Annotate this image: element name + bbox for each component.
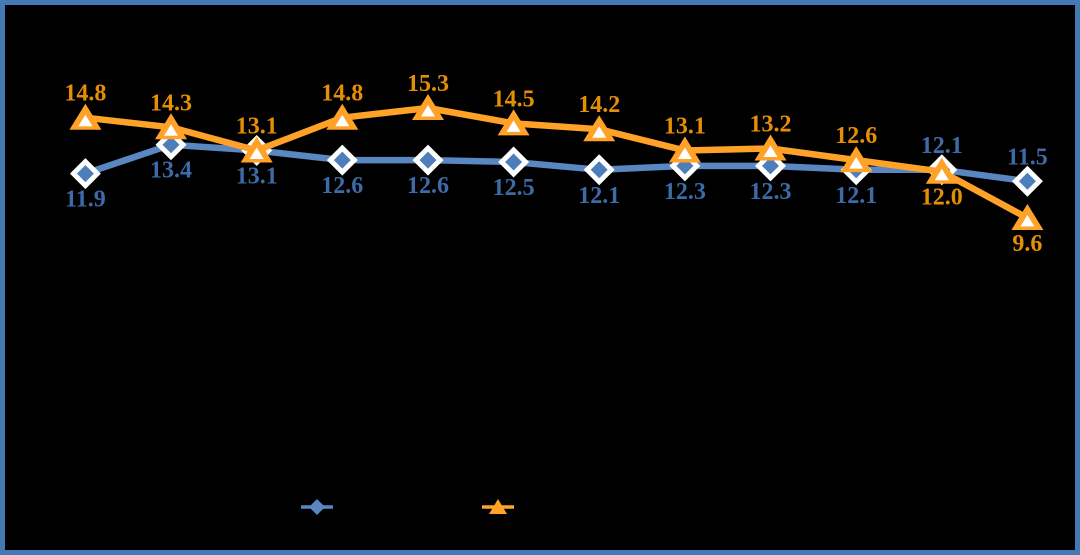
triangle-marker-inner	[677, 147, 692, 159]
data-label-orange-triangle: 12.0	[921, 185, 963, 211]
triangle-marker-inner	[335, 114, 350, 127]
data-label-orange-triangle: 14.8	[321, 81, 363, 107]
triangle-marker-inner	[763, 145, 778, 157]
triangle-marker-inner	[592, 126, 607, 138]
data-label-blue-diamond: 13.4	[150, 158, 192, 184]
data-label-blue-diamond: 11.9	[65, 187, 106, 213]
data-label-orange-triangle: 14.2	[578, 92, 620, 118]
triangle-marker-inner	[249, 147, 264, 159]
data-label-orange-triangle: 13.1	[236, 114, 278, 140]
triangle-marker-inner	[506, 120, 521, 132]
diamond-marker	[590, 161, 608, 179]
diamond-marker	[162, 136, 180, 154]
data-label-blue-diamond: 12.3	[750, 179, 792, 205]
data-label-orange-triangle: 13.2	[750, 112, 792, 138]
diamond-marker	[333, 151, 351, 169]
legend-item-triangle	[482, 499, 514, 514]
orange-triangle-line	[82, 104, 1031, 222]
triangle-marker-inner	[78, 114, 93, 127]
diamond-marker	[1018, 172, 1036, 190]
triangle-marker-inner	[849, 157, 864, 169]
data-label-orange-triangle: 13.1	[664, 114, 706, 140]
data-label-orange-triangle: 9.6	[1012, 231, 1042, 257]
data-label-blue-diamond: 12.5	[493, 175, 535, 201]
triangle-marker-inner	[1020, 215, 1035, 227]
series-orange-triangle: 14.8 14.3 13.1 14.8 15.3 14.5 14.2 13.1 13.2 12.6…	[64, 71, 1044, 257]
triangle-marker-inner	[164, 124, 178, 136]
data-label-blue-diamond: 12.1	[835, 183, 877, 209]
data-label-blue-diamond: 12.1	[921, 133, 963, 159]
data-label-blue-diamond: 12.6	[321, 173, 363, 199]
triangle-marker-inner	[421, 105, 435, 117]
legend-diamond-icon	[309, 499, 325, 515]
data-label-blue-diamond: 12.6	[407, 173, 449, 199]
triangle-marker-inner	[934, 168, 949, 181]
data-label-orange-triangle: 12.6	[835, 123, 877, 149]
legend-triangle-icon	[489, 499, 507, 514]
data-label-blue-diamond: 12.3	[664, 179, 706, 205]
legend	[301, 499, 514, 515]
data-label-blue-diamond: 13.1	[236, 164, 278, 190]
data-label-blue-diamond: 12.1	[578, 183, 620, 209]
diamond-marker	[762, 157, 779, 175]
data-label-blue-diamond: 11.5	[1007, 144, 1048, 170]
data-label-orange-triangle: 15.3	[407, 71, 449, 97]
legend-item-diamond	[301, 499, 333, 515]
data-label-orange-triangle: 14.3	[150, 90, 192, 116]
data-label-orange-triangle: 14.8	[64, 81, 106, 107]
diamond-marker	[505, 153, 523, 171]
data-label-orange-triangle: 14.5	[493, 86, 535, 112]
diamond-marker	[76, 165, 94, 183]
diamond-marker	[419, 151, 437, 169]
